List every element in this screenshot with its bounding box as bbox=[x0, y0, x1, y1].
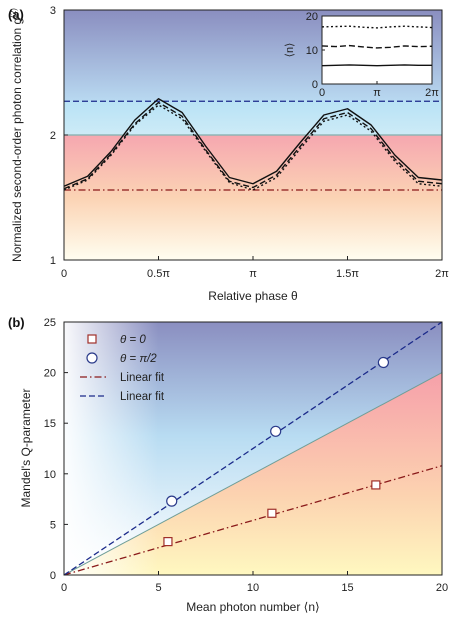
legend-item-fit-dashdot: Linear fit bbox=[80, 372, 165, 384]
data-point-square bbox=[267, 508, 277, 518]
x-tick-label: 5 bbox=[155, 582, 161, 594]
inset-series-line-dotted bbox=[321, 25, 433, 29]
panel-a-x-axis-label: Relative phase θ bbox=[208, 289, 298, 303]
series-line-dashed bbox=[64, 101, 442, 190]
inset-x-tick-label: 2π bbox=[425, 87, 439, 99]
x-tick-label: 0.5π bbox=[147, 268, 170, 280]
legend-circle-marker bbox=[86, 352, 98, 364]
inset-x-tick-label: π bbox=[373, 87, 381, 99]
legend-square-marker bbox=[87, 334, 97, 344]
inset-y-tick-label: 0 bbox=[312, 79, 318, 91]
legend-item-fit-dashed: Linear fit bbox=[80, 391, 165, 403]
legend-label: θ = 0 bbox=[120, 334, 146, 346]
y-tick-label: 5 bbox=[50, 519, 56, 531]
panel-b-x-axis-label: Mean photon number ⟨n⟩ bbox=[186, 600, 319, 614]
legend-item-theta-pi-half: θ = π/2 bbox=[86, 352, 157, 365]
y-tick-label: 15 bbox=[44, 418, 56, 430]
series-line-solid bbox=[64, 98, 442, 187]
y-tick-label: 25 bbox=[44, 317, 56, 329]
legend-label: Linear fit bbox=[120, 391, 165, 403]
y-tick-label: 10 bbox=[44, 469, 56, 481]
panel-b-boundary-line bbox=[64, 372, 442, 575]
data-point-circle bbox=[377, 356, 390, 369]
x-tick-label: 2π bbox=[435, 268, 449, 280]
inset-series-line-dashed bbox=[321, 44, 433, 49]
series-line-dotted bbox=[64, 104, 442, 191]
y-tick-label: 2 bbox=[50, 130, 56, 142]
y-tick-label: 3 bbox=[50, 5, 56, 17]
x-tick-label: 20 bbox=[436, 582, 448, 594]
x-tick-label: 0 bbox=[61, 582, 67, 594]
y-tick-label: 20 bbox=[44, 368, 56, 380]
panel-b: (b) 0 5 10 15 20 0 5 10 15 20 25 Mean photon numb… bbox=[8, 315, 448, 614]
inset-y-axis-label: ⟨n⟩ bbox=[284, 43, 296, 58]
x-tick-label: 1.5π bbox=[336, 268, 359, 280]
legend-item-theta-0: θ = 0 bbox=[87, 334, 146, 346]
legend-label: θ = π/2 bbox=[120, 353, 157, 365]
x-tick-label: 15 bbox=[341, 582, 353, 594]
data-point-square bbox=[163, 537, 173, 547]
inset-y-tick-label: 20 bbox=[306, 11, 318, 23]
data-point-circle bbox=[166, 495, 178, 507]
panel-b-y-axis-label: Mandel's Q-parameter bbox=[19, 388, 33, 507]
panel-b-label: (b) bbox=[8, 315, 25, 330]
y-tick-label: 1 bbox=[50, 255, 56, 267]
panel-b-legend: θ = 0 θ = π/2 Linear fit Linear fit bbox=[80, 334, 165, 403]
inset-y-tick-label: 10 bbox=[306, 45, 318, 57]
data-point-square bbox=[371, 480, 381, 490]
y-tick-label: 0 bbox=[50, 570, 56, 582]
panel-a: (a) 0 0.5π π 1.5π 2π 1 2 3 Relative phase θ No… bbox=[8, 5, 449, 303]
inset-series-line-solid bbox=[321, 64, 432, 67]
x-tick-label: 0 bbox=[61, 268, 67, 280]
panel-a-y-axis-label: Normalized second-order photon correlati… bbox=[9, 8, 24, 262]
panel-a-label: (a) bbox=[8, 7, 24, 22]
legend-label: Linear fit bbox=[120, 372, 165, 384]
inset-chart: 0 π 2π 0 10 20 ⟨n⟩ bbox=[284, 11, 439, 99]
inset-frame bbox=[321, 15, 433, 85]
x-tick-label: 10 bbox=[247, 582, 259, 594]
x-tick-label: π bbox=[249, 268, 257, 280]
inset-x-tick-label: 0 bbox=[319, 87, 325, 99]
data-point-circle bbox=[270, 425, 282, 437]
